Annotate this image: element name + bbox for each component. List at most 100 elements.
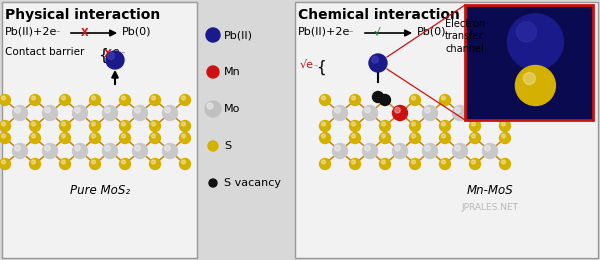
Circle shape [380, 120, 391, 132]
Circle shape [380, 94, 391, 106]
Circle shape [382, 122, 386, 126]
Circle shape [134, 145, 140, 151]
Circle shape [73, 144, 88, 159]
Text: Pb(II): Pb(II) [224, 30, 253, 40]
Circle shape [29, 120, 41, 132]
Circle shape [499, 120, 511, 132]
Circle shape [205, 101, 221, 117]
Circle shape [91, 96, 95, 100]
Circle shape [442, 160, 445, 164]
Circle shape [442, 122, 445, 126]
Circle shape [470, 133, 481, 144]
Circle shape [29, 94, 41, 106]
Circle shape [59, 159, 71, 170]
Circle shape [89, 94, 101, 106]
Circle shape [179, 159, 191, 170]
Circle shape [209, 179, 217, 187]
Text: JPRALES.NET: JPRALES.NET [461, 203, 518, 212]
Circle shape [320, 120, 331, 132]
Circle shape [151, 134, 155, 138]
Circle shape [32, 122, 35, 126]
Circle shape [395, 145, 400, 151]
Circle shape [472, 160, 476, 164]
Circle shape [349, 133, 361, 144]
Circle shape [179, 133, 191, 144]
Text: X: X [81, 28, 89, 38]
Circle shape [179, 94, 191, 106]
Circle shape [470, 120, 481, 132]
Circle shape [103, 144, 118, 159]
Circle shape [412, 122, 415, 126]
Circle shape [14, 107, 20, 113]
Circle shape [149, 133, 161, 144]
Text: Chemical interaction: Chemical interaction [298, 8, 460, 22]
Text: ⁻: ⁻ [55, 28, 59, 37]
Circle shape [149, 120, 161, 132]
Circle shape [0, 120, 11, 132]
Circle shape [32, 96, 35, 100]
Circle shape [1, 160, 5, 164]
Circle shape [164, 145, 170, 151]
Circle shape [392, 106, 407, 120]
Circle shape [439, 94, 451, 106]
Text: e: e [112, 47, 118, 57]
Circle shape [91, 160, 95, 164]
Circle shape [89, 133, 101, 144]
Circle shape [207, 103, 213, 109]
Circle shape [182, 96, 185, 100]
Circle shape [392, 144, 407, 159]
Circle shape [119, 133, 131, 144]
Circle shape [472, 122, 476, 126]
Circle shape [439, 159, 451, 170]
Circle shape [29, 133, 41, 144]
Circle shape [371, 56, 379, 63]
Circle shape [121, 134, 125, 138]
Circle shape [365, 107, 370, 113]
Text: Electron
transfer
channel: Electron transfer channel [445, 19, 485, 54]
Circle shape [382, 134, 386, 138]
Circle shape [45, 107, 50, 113]
Circle shape [380, 159, 391, 170]
Circle shape [134, 107, 140, 113]
Circle shape [163, 144, 178, 159]
Circle shape [322, 134, 325, 138]
Circle shape [14, 145, 20, 151]
Circle shape [515, 66, 556, 106]
Text: S vacancy: S vacancy [224, 178, 281, 188]
Circle shape [59, 133, 71, 144]
Circle shape [320, 159, 331, 170]
Circle shape [119, 94, 131, 106]
Circle shape [182, 134, 185, 138]
Circle shape [0, 94, 11, 106]
Circle shape [499, 94, 511, 106]
Circle shape [322, 122, 325, 126]
Circle shape [485, 107, 490, 113]
Circle shape [207, 66, 219, 78]
Circle shape [206, 28, 220, 42]
Circle shape [409, 94, 421, 106]
Circle shape [439, 120, 451, 132]
Circle shape [149, 94, 161, 106]
Circle shape [439, 133, 451, 144]
Circle shape [1, 96, 5, 100]
Circle shape [409, 133, 421, 144]
Text: ⁻: ⁻ [120, 49, 124, 58]
Circle shape [523, 73, 535, 84]
Circle shape [105, 145, 110, 151]
Bar [465, 5, 593, 120]
Circle shape [151, 96, 155, 100]
Circle shape [362, 144, 377, 159]
Text: Contact barrier: Contact barrier [5, 47, 85, 57]
Circle shape [455, 145, 460, 151]
Circle shape [455, 107, 460, 113]
Circle shape [502, 122, 505, 126]
Text: ⁻: ⁻ [348, 28, 352, 37]
Circle shape [422, 144, 437, 159]
Circle shape [352, 134, 355, 138]
Circle shape [62, 160, 65, 164]
Bar [295, 2, 598, 258]
Circle shape [32, 160, 35, 164]
Text: Pure MoS₂: Pure MoS₂ [70, 184, 130, 197]
Circle shape [452, 144, 467, 159]
Text: ⁻: ⁻ [313, 62, 317, 71]
